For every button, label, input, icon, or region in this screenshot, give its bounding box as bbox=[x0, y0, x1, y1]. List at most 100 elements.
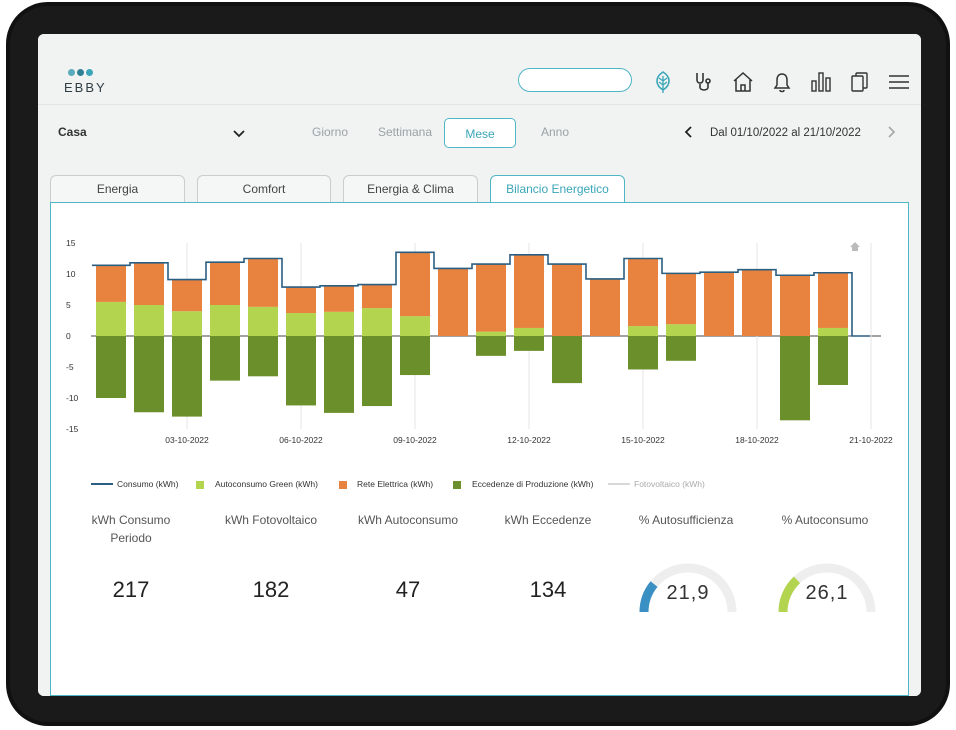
logo-dot bbox=[68, 69, 75, 76]
legend-autoconsumo[interactable]: Autoconsumo Green (kWh) bbox=[215, 479, 318, 489]
bell-icon[interactable] bbox=[769, 69, 795, 95]
y-tick-label: -10 bbox=[66, 393, 79, 403]
gauge-label-autosufficienza: % Autosufficienza bbox=[638, 513, 734, 527]
bar-autoconsumo bbox=[362, 308, 392, 336]
gauge-value-autoconsumo: 26,1 bbox=[805, 582, 849, 604]
leaf-icon[interactable] bbox=[650, 69, 676, 95]
logo-dot bbox=[77, 69, 84, 76]
logo[interactable]: EBBY bbox=[64, 80, 107, 95]
next-period-button[interactable] bbox=[886, 125, 896, 142]
bar-rete bbox=[248, 258, 278, 307]
bar-autoconsumo bbox=[818, 327, 848, 336]
legend-swatch-eccedenze bbox=[453, 481, 461, 489]
bar-autoconsumo bbox=[286, 313, 316, 336]
bar-eccedenze bbox=[134, 336, 164, 413]
legend-eccedenze[interactable]: Eccedenze di Produzione (kWh) bbox=[472, 479, 594, 489]
bar-eccedenze bbox=[476, 336, 506, 356]
period-tab-anno[interactable]: Anno bbox=[541, 125, 570, 139]
x-tick-label: 15-10-2022 bbox=[621, 435, 665, 445]
bar-rete bbox=[628, 258, 658, 327]
bar-rete bbox=[400, 252, 430, 317]
bar-eccedenze bbox=[248, 336, 278, 377]
y-tick-label: -5 bbox=[66, 362, 74, 372]
bar-rete bbox=[476, 264, 506, 332]
chevron-down-icon[interactable] bbox=[232, 127, 246, 141]
menu-icon[interactable] bbox=[886, 69, 912, 95]
bar-eccedenze bbox=[172, 336, 202, 417]
bar-eccedenze bbox=[552, 336, 582, 384]
x-tick-label: 03-10-2022 bbox=[165, 435, 209, 445]
y-tick-label: 0 bbox=[66, 331, 71, 341]
gauge-fill bbox=[639, 581, 658, 613]
period-tab-giorno[interactable]: Giorno bbox=[312, 125, 349, 139]
bar-autoconsumo bbox=[666, 324, 696, 336]
bar-rete bbox=[704, 272, 734, 336]
home-icon[interactable] bbox=[730, 69, 756, 95]
date-range-label: Dal 01/10/2022 al 21/10/2022 bbox=[710, 127, 861, 139]
period-tab-mese[interactable]: Mese bbox=[444, 118, 516, 148]
x-tick-label: 09-10-2022 bbox=[393, 435, 437, 445]
bar-rete bbox=[362, 284, 392, 309]
bar-rete bbox=[514, 254, 544, 328]
stethoscope-icon[interactable] bbox=[690, 69, 716, 95]
x-tick-label: 12-10-2022 bbox=[507, 435, 551, 445]
bar-eccedenze bbox=[780, 336, 810, 421]
y-tick-label: 5 bbox=[66, 300, 71, 310]
house-select[interactable]: Casa bbox=[58, 125, 87, 139]
documents-icon[interactable] bbox=[847, 69, 873, 95]
x-tick-label: 06-10-2022 bbox=[279, 435, 323, 445]
tab-comfort[interactable]: Comfort bbox=[197, 175, 331, 202]
x-tick-label: 18-10-2022 bbox=[735, 435, 779, 445]
legend-rete[interactable]: Rete Elettrica (kWh) bbox=[357, 479, 434, 489]
tab-energia[interactable]: Energia bbox=[50, 175, 185, 202]
bar-chart-icon[interactable] bbox=[808, 69, 834, 95]
kpi-value-autoconsumo: 47 bbox=[395, 577, 421, 602]
kpi-label-eccedenze: kWh Eccedenze bbox=[504, 513, 592, 527]
top-bar: EBBY bbox=[38, 34, 921, 105]
legend-swatch-rete bbox=[339, 481, 347, 489]
bilancio-panel: 15 10 5 0 -5 -10 -15 03-10-2022 06-10-2022 09-10-… bbox=[50, 202, 909, 696]
bar-eccedenze bbox=[514, 336, 544, 351]
bar-autoconsumo bbox=[400, 316, 430, 336]
tab-energia-clima[interactable]: Energia & Clima bbox=[343, 175, 478, 202]
bar-autoconsumo bbox=[248, 306, 278, 336]
legend-fotovoltaico[interactable]: Fotovoltaico (kWh) bbox=[634, 479, 705, 489]
kpi-label-fotovoltaico: kWh Fotovoltaico bbox=[224, 513, 318, 527]
bar-autoconsumo bbox=[628, 326, 658, 336]
bar-eccedenze bbox=[362, 336, 392, 407]
bar-rete bbox=[172, 279, 202, 312]
x-tick-label: 21-10-2022 bbox=[849, 435, 893, 445]
bar-autoconsumo bbox=[172, 311, 202, 336]
bar-eccedenze bbox=[96, 336, 126, 398]
bar-rete bbox=[324, 285, 354, 312]
gauge-fill bbox=[778, 576, 801, 613]
bar-rete bbox=[742, 269, 772, 336]
chart-home-icon bbox=[850, 242, 860, 251]
energy-balance-chart: 15 10 5 0 -5 -10 -15 03-10-2022 06-10-2022 09-10-… bbox=[66, 238, 893, 445]
y-tick-label: 15 bbox=[66, 238, 76, 248]
period-tab-settimana[interactable]: Settimana bbox=[378, 125, 433, 139]
kpi-label-consumo: kWh Consumo Periodo bbox=[91, 513, 171, 545]
filter-bar: Casa Giorno Settimana Mese Anno Dal 01/1… bbox=[38, 105, 921, 165]
kpi-value-fotovoltaico: 182 bbox=[252, 577, 290, 602]
legend-swatch-consumo bbox=[91, 483, 113, 485]
bar-eccedenze bbox=[286, 336, 316, 406]
bar-eccedenze bbox=[210, 336, 240, 381]
bar-rete bbox=[590, 278, 620, 336]
kpi-value-consumo: 217 bbox=[112, 577, 150, 602]
gauge-label-autoconsumo: % Autoconsumo bbox=[781, 513, 869, 527]
tab-bilancio-energetico[interactable]: Bilancio Energetico bbox=[490, 175, 625, 203]
app-screen: EBBY Casa Giorno Settimana Mese bbox=[38, 34, 921, 696]
prev-period-button[interactable] bbox=[684, 125, 694, 142]
bar-rete bbox=[780, 275, 810, 336]
bar-autoconsumo bbox=[324, 311, 354, 336]
bar-eccedenze bbox=[324, 336, 354, 413]
bar-rete bbox=[96, 265, 126, 302]
bar-rete bbox=[818, 272, 848, 328]
kpi-value-eccedenze: 134 bbox=[529, 577, 567, 602]
bar-autoconsumo bbox=[514, 327, 544, 336]
kpi-label-autoconsumo: kWh Autoconsumo bbox=[357, 513, 459, 527]
legend-swatch-autoconsumo bbox=[196, 481, 204, 489]
legend-consumo[interactable]: Consumo (kWh) bbox=[117, 479, 179, 489]
search-input[interactable] bbox=[518, 68, 632, 92]
